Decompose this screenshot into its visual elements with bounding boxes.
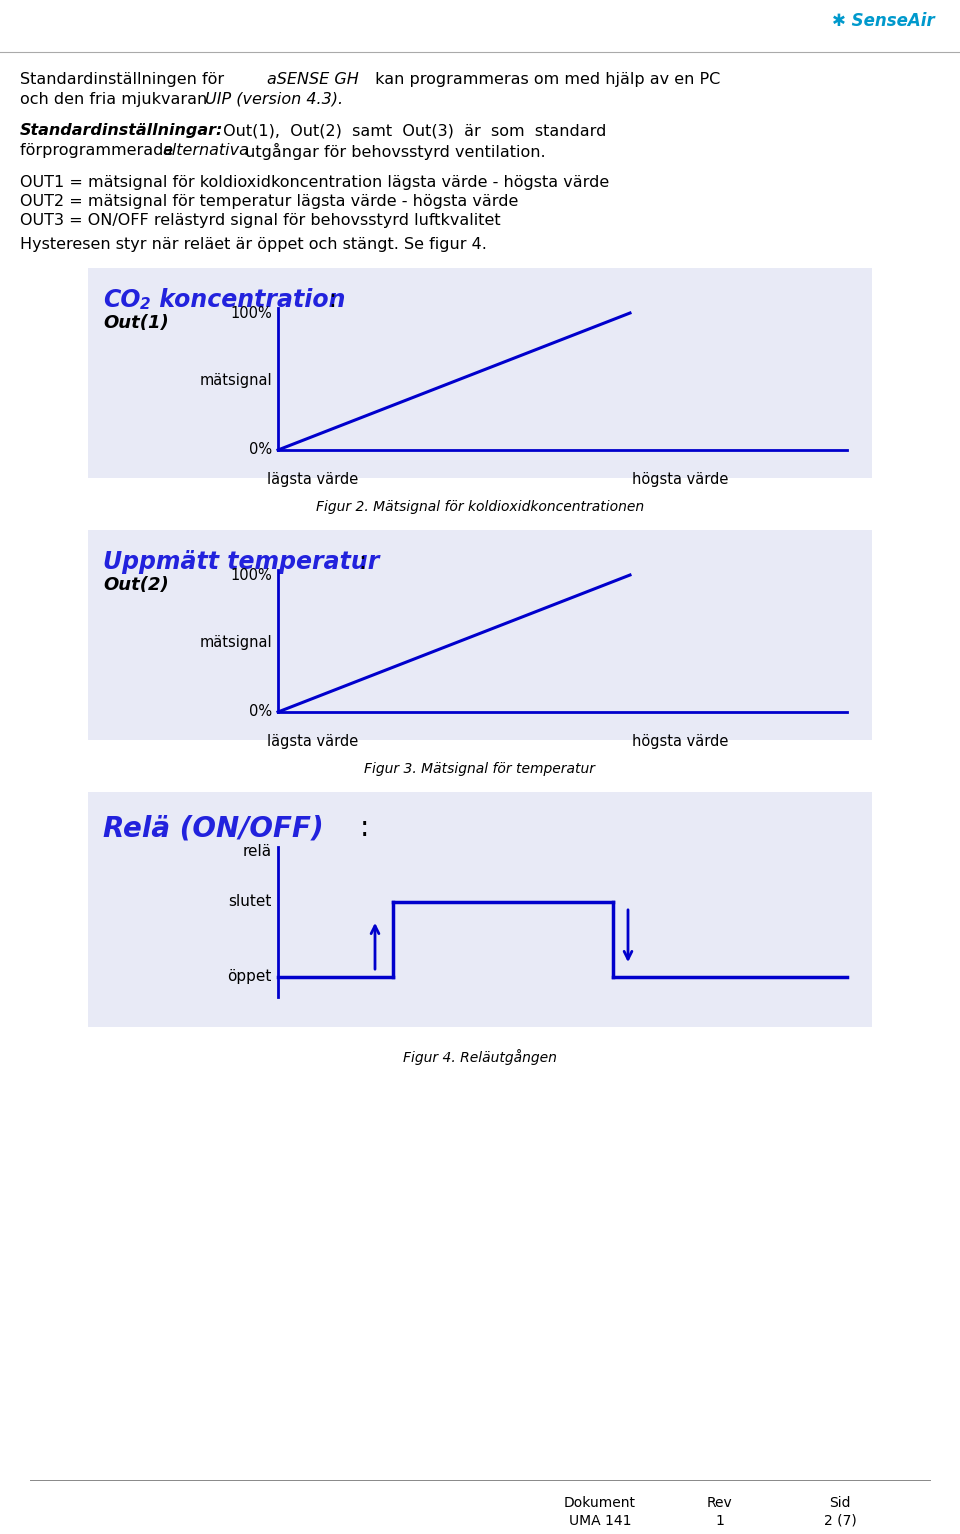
Text: högsta värde: högsta värde xyxy=(632,733,729,749)
Bar xyxy=(88,792,872,1026)
Text: Rev: Rev xyxy=(708,1496,732,1509)
Bar xyxy=(88,268,872,479)
Text: OUT3 = ON/OFF relästyrd signal för behovsstyrd luftkvalitet: OUT3 = ON/OFF relästyrd signal för behov… xyxy=(20,213,500,229)
Text: :: : xyxy=(328,288,336,311)
Text: högsta värde: högsta värde xyxy=(632,472,729,486)
Text: 2 (7): 2 (7) xyxy=(824,1514,856,1528)
Text: och den fria mjukvaran: och den fria mjukvaran xyxy=(20,92,212,107)
Text: Standardinställningar:: Standardinställningar: xyxy=(20,123,224,138)
Text: koncentration: koncentration xyxy=(151,288,346,311)
Text: 2: 2 xyxy=(140,298,151,311)
Text: :: : xyxy=(358,551,366,574)
Text: aSENSE GH: aSENSE GH xyxy=(267,72,359,87)
Text: Dokument: Dokument xyxy=(564,1496,636,1509)
Text: UMA 141: UMA 141 xyxy=(568,1514,632,1528)
Text: 100%: 100% xyxy=(230,568,272,583)
Text: Figur 4. Reläutgången: Figur 4. Reläutgången xyxy=(403,1049,557,1065)
Text: Out(2): Out(2) xyxy=(103,575,169,594)
Text: öppet: öppet xyxy=(228,969,272,985)
Text: Relä (ON/OFF): Relä (ON/OFF) xyxy=(103,815,324,842)
Text: CO: CO xyxy=(103,288,140,311)
Text: mätsignal: mätsignal xyxy=(200,635,272,650)
Text: lägsta värde: lägsta värde xyxy=(268,472,359,486)
Text: alternativa: alternativa xyxy=(162,143,249,158)
Text: lägsta värde: lägsta värde xyxy=(268,733,359,749)
Text: 100%: 100% xyxy=(230,305,272,321)
Text: Sid: Sid xyxy=(829,1496,851,1509)
Text: Uppmätt temperatur: Uppmätt temperatur xyxy=(103,551,379,574)
Text: 1: 1 xyxy=(715,1514,725,1528)
Text: mätsignal: mätsignal xyxy=(200,373,272,388)
Text: OUT2 = mätsignal för temperatur lägsta värde - högsta värde: OUT2 = mätsignal för temperatur lägsta v… xyxy=(20,193,518,209)
Text: UIP (version 4.3).: UIP (version 4.3). xyxy=(205,92,343,107)
Text: 0%: 0% xyxy=(249,704,272,719)
Text: Hysteresen styr när reläet är öppet och stängt. Se figur 4.: Hysteresen styr när reläet är öppet och … xyxy=(20,236,487,252)
Text: Standardinställningen för: Standardinställningen för xyxy=(20,72,229,87)
Text: förprogrammerade: förprogrammerade xyxy=(20,143,179,158)
Text: slutet: slutet xyxy=(228,894,272,910)
Text: Out(1),  Out(2)  samt  Out(3)  är  som  standard: Out(1), Out(2) samt Out(3) är som standa… xyxy=(218,123,607,138)
Text: relä: relä xyxy=(243,845,272,859)
Text: Figur 2. Mätsignal för koldioxidkoncentrationen: Figur 2. Mätsignal för koldioxidkoncentr… xyxy=(316,500,644,514)
Text: Figur 3. Mätsignal för temperatur: Figur 3. Mätsignal för temperatur xyxy=(365,762,595,776)
Bar xyxy=(88,531,872,739)
Text: ✱ SenseAir: ✱ SenseAir xyxy=(832,12,935,31)
Text: :: : xyxy=(360,815,370,842)
Text: OUT1 = mätsignal för koldioxidkoncentration lägsta värde - högsta värde: OUT1 = mätsignal för koldioxidkoncentrat… xyxy=(20,175,610,190)
Text: kan programmeras om med hjälp av en PC: kan programmeras om med hjälp av en PC xyxy=(370,72,720,87)
Text: utgångar för behovsstyrd ventilation.: utgångar för behovsstyrd ventilation. xyxy=(240,143,545,160)
Text: Out(1): Out(1) xyxy=(103,314,169,331)
Text: 0%: 0% xyxy=(249,442,272,457)
